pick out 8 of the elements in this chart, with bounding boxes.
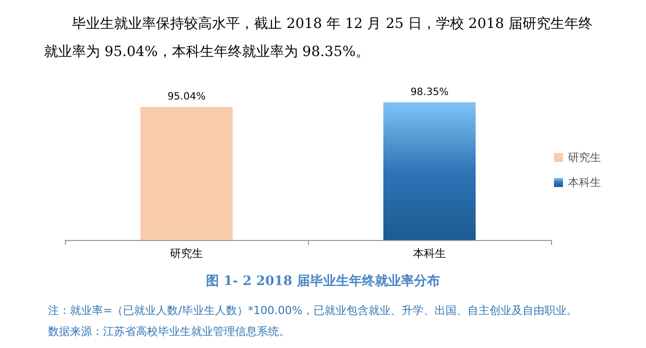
- data-label: 95.04%: [167, 91, 206, 102]
- chart-subtitle: 毕业生就业率保持较高水平，截止 2018 年 12 月 25 日，学校 2018 届研究生年终就业率为 95.04%，本科生年终就业率为 98.35%。: [44, 15, 594, 62]
- data-label: 98.35%: [410, 86, 449, 98]
- source-note: 数据来源：江苏省高校毕业生就业管理信息系统。: [48, 324, 290, 339]
- text: 注：就业率=（已就业人数/毕业生人数）*100.00%，已就业包含就业、升学、出国、自主创业及自由职业。: [48, 303, 578, 318]
- text: 图 1- 2 2018 届毕业生年终就业率分布: [205, 272, 441, 290]
- legend-label: 本科生: [568, 176, 601, 189]
- legend-label: 研究生: [568, 151, 601, 164]
